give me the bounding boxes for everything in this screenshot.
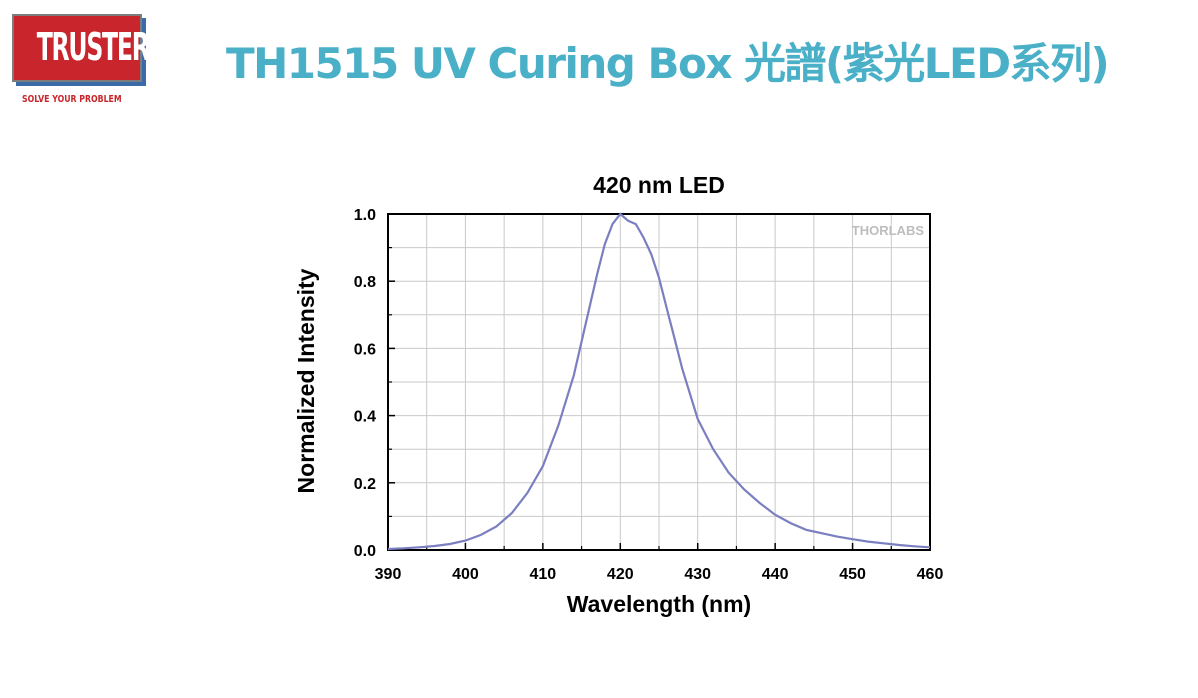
x-tick-label: 450 [839, 566, 866, 583]
y-tick-label: 0.0 [354, 543, 376, 560]
x-tick-label: 390 [375, 566, 402, 583]
x-tick-label: 420 [607, 566, 634, 583]
x-tick-label: 440 [762, 566, 789, 583]
x-tick-label: 400 [452, 566, 479, 583]
y-tick-label: 0.6 [354, 341, 376, 358]
x-axis-label: Wavelength (nm) [567, 591, 751, 617]
x-tick-label: 430 [684, 566, 711, 583]
spectrum-curve [387, 212, 931, 551]
grid-lines [388, 214, 930, 550]
y-tick-label: 1.0 [354, 207, 376, 224]
y-axis-label: Normalized Intensity [293, 268, 319, 493]
thorlabs-watermark: THORLABS [852, 223, 925, 238]
x-tick-label: 460 [917, 566, 944, 583]
truster-logo: TRUSTER SOLVE YOUR PROBLEM [8, 14, 150, 105]
y-tick-label: 0.4 [354, 409, 376, 426]
y-tick-label: 0.8 [354, 274, 376, 291]
logo-tagline: SOLVE YOUR PROBLEM [22, 94, 122, 105]
logo-badge [12, 14, 142, 82]
y-tick-label: 0.2 [354, 476, 376, 493]
axis-ticks: 390 400 410 420 430 440 450 460 0.0 0.2 0.4 0.6 0.8 1… [354, 207, 944, 583]
x-tick-label: 410 [530, 566, 557, 583]
chart-title: 420 nm LED [593, 172, 725, 198]
page-title: TH1515 UV Curing Box 光譜(紫光LED系列) [226, 39, 1110, 88]
